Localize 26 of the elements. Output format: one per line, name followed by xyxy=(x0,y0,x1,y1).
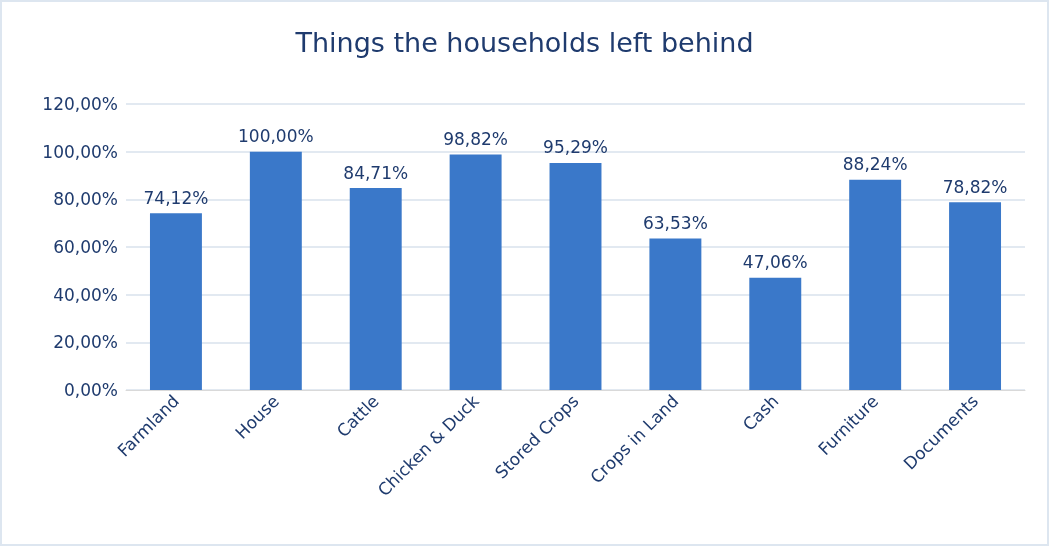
y-tick-label: 60,00% xyxy=(53,237,118,257)
y-tick-label: 40,00% xyxy=(53,284,118,305)
data-label: 47,06% xyxy=(742,252,808,273)
data-label: 63,53% xyxy=(642,213,708,234)
bar xyxy=(549,162,602,390)
bar xyxy=(749,277,802,390)
y-tick-label: 0,00% xyxy=(63,380,118,400)
bar xyxy=(149,213,202,390)
bar xyxy=(449,154,502,390)
data-label: 88,24% xyxy=(842,154,908,175)
data-label: 98,82% xyxy=(443,128,509,149)
y-tick-label: 120,00% xyxy=(42,94,118,114)
bar xyxy=(649,238,702,390)
bar xyxy=(949,202,1002,390)
bar xyxy=(349,188,402,390)
data-label: 95,29% xyxy=(543,137,608,158)
chart-title: Things the households left behind xyxy=(294,27,754,58)
data-label: 100,00% xyxy=(238,126,314,147)
data-label: 74,12% xyxy=(143,187,209,208)
y-tick-label: 100,00% xyxy=(42,141,118,162)
data-label: 78,82% xyxy=(942,176,1008,197)
y-tick-label: 20,00% xyxy=(53,332,118,353)
y-tick-label: 80,00% xyxy=(53,189,118,210)
bar xyxy=(849,179,902,390)
bar xyxy=(249,151,302,390)
data-label: 84,71% xyxy=(343,162,409,183)
